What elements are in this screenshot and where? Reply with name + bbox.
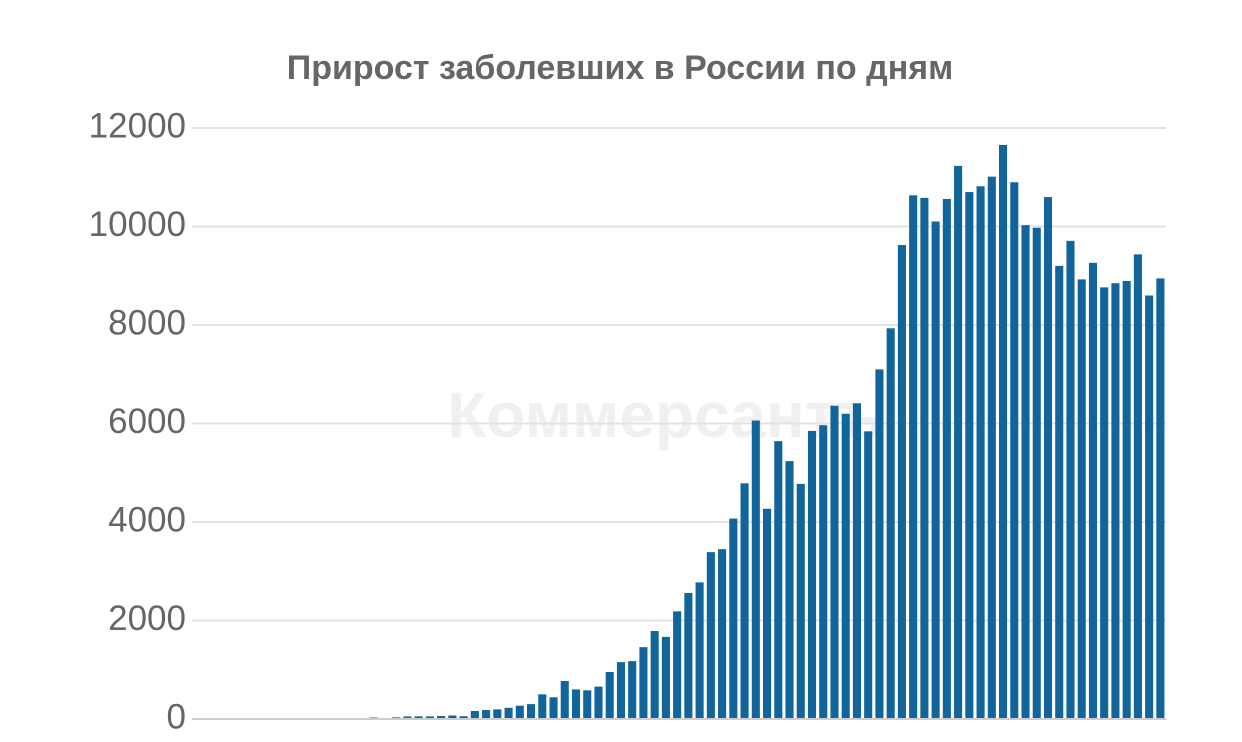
bar bbox=[965, 192, 974, 720]
bar bbox=[661, 636, 670, 719]
bar bbox=[628, 661, 637, 719]
chart-title: Прирост заболевших в России по дням bbox=[287, 49, 953, 87]
bar bbox=[549, 697, 558, 719]
bar bbox=[729, 518, 738, 719]
y-tick-label: 10000 bbox=[89, 205, 186, 244]
bar bbox=[1077, 279, 1086, 719]
bar bbox=[976, 186, 985, 719]
bar bbox=[1055, 265, 1064, 719]
bar bbox=[909, 195, 918, 719]
bar bbox=[1122, 280, 1131, 719]
bar bbox=[830, 405, 839, 719]
bar bbox=[1156, 278, 1165, 719]
bar bbox=[740, 483, 749, 719]
bar bbox=[931, 221, 940, 719]
bar bbox=[774, 441, 783, 719]
bar bbox=[594, 686, 603, 719]
bar bbox=[751, 420, 760, 719]
bar bbox=[1032, 227, 1041, 719]
bar bbox=[527, 704, 536, 719]
bar bbox=[560, 681, 569, 719]
bar bbox=[493, 709, 502, 719]
bar bbox=[605, 672, 614, 719]
bar bbox=[819, 425, 828, 719]
bar bbox=[1021, 225, 1030, 719]
bar bbox=[414, 716, 423, 719]
bar bbox=[470, 710, 479, 719]
bar bbox=[785, 461, 794, 719]
y-tick-label: 4000 bbox=[108, 500, 186, 539]
bar bbox=[448, 715, 457, 719]
bar bbox=[852, 403, 861, 719]
bar bbox=[875, 369, 884, 719]
bar bbox=[942, 198, 951, 720]
bar bbox=[920, 197, 929, 720]
y-tick-label: 12000 bbox=[89, 106, 186, 145]
bar bbox=[583, 690, 592, 719]
bar bbox=[1088, 262, 1097, 719]
y-tick-label: 2000 bbox=[108, 599, 186, 638]
bar bbox=[403, 716, 412, 719]
bar bbox=[1066, 240, 1075, 719]
bar bbox=[482, 710, 491, 719]
bar bbox=[673, 611, 682, 719]
bar bbox=[796, 483, 805, 719]
bar bbox=[886, 328, 895, 719]
bar bbox=[650, 631, 659, 719]
bar bbox=[639, 647, 648, 719]
bar bbox=[864, 431, 873, 719]
bar bbox=[1043, 197, 1053, 720]
y-tick-label: 0 bbox=[167, 697, 186, 736]
bar bbox=[1100, 287, 1109, 719]
bar bbox=[684, 593, 693, 719]
bar bbox=[515, 705, 524, 719]
bar bbox=[1111, 283, 1120, 719]
watermark: Коммерсантъ bbox=[447, 379, 882, 451]
bar bbox=[954, 165, 963, 720]
y-tick-label: 8000 bbox=[108, 303, 186, 342]
bar bbox=[763, 508, 772, 719]
bar bbox=[987, 176, 996, 719]
bar bbox=[841, 413, 850, 719]
y-tick-label: 6000 bbox=[108, 402, 186, 441]
bar bbox=[718, 549, 727, 719]
bar bbox=[437, 715, 446, 719]
bar bbox=[504, 707, 513, 719]
bar bbox=[571, 689, 581, 719]
bar bbox=[1010, 182, 1019, 719]
bar bbox=[695, 582, 704, 719]
bar bbox=[807, 430, 817, 719]
bar bbox=[897, 245, 906, 719]
bar bbox=[1133, 254, 1142, 720]
bar bbox=[538, 694, 547, 719]
bar bbox=[706, 552, 715, 719]
bar bbox=[999, 144, 1008, 719]
bar bbox=[616, 662, 625, 719]
bar bbox=[1145, 295, 1154, 719]
bar bbox=[425, 716, 434, 719]
bar bbox=[459, 716, 468, 719]
